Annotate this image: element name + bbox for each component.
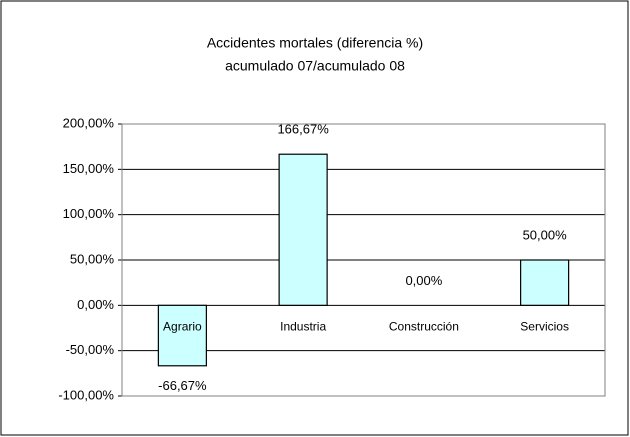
y-tick-label: 100,00% (63, 206, 115, 221)
y-tick-label: -50,00% (66, 342, 115, 357)
plot-area (121, 123, 606, 397)
x-tick-label: Agrario (163, 320, 202, 334)
x-tick-label: Construcción (389, 320, 459, 334)
y-tick-label: 200,00% (63, 115, 115, 130)
data-label: -66,67% (158, 378, 207, 393)
data-label: 50,00% (523, 227, 568, 242)
data-label: 0,00% (405, 273, 442, 288)
bar (157, 304, 207, 367)
y-tick-label: 50,00% (70, 251, 115, 266)
chart-title: Accidentes mortales (diferencia %) (207, 35, 423, 51)
x-tick-label: Industria (280, 320, 326, 334)
y-tick-label: 0,00% (77, 297, 114, 312)
data-label: 166,67% (277, 122, 329, 137)
bar (278, 153, 328, 306)
y-tick-label: 150,00% (63, 161, 115, 176)
y-tick-label: -100,00% (58, 387, 114, 402)
bar (520, 259, 570, 306)
chart-subtitle: acumulado 07/acumulado 08 (225, 58, 405, 74)
x-tick-label: Servicios (520, 320, 569, 334)
